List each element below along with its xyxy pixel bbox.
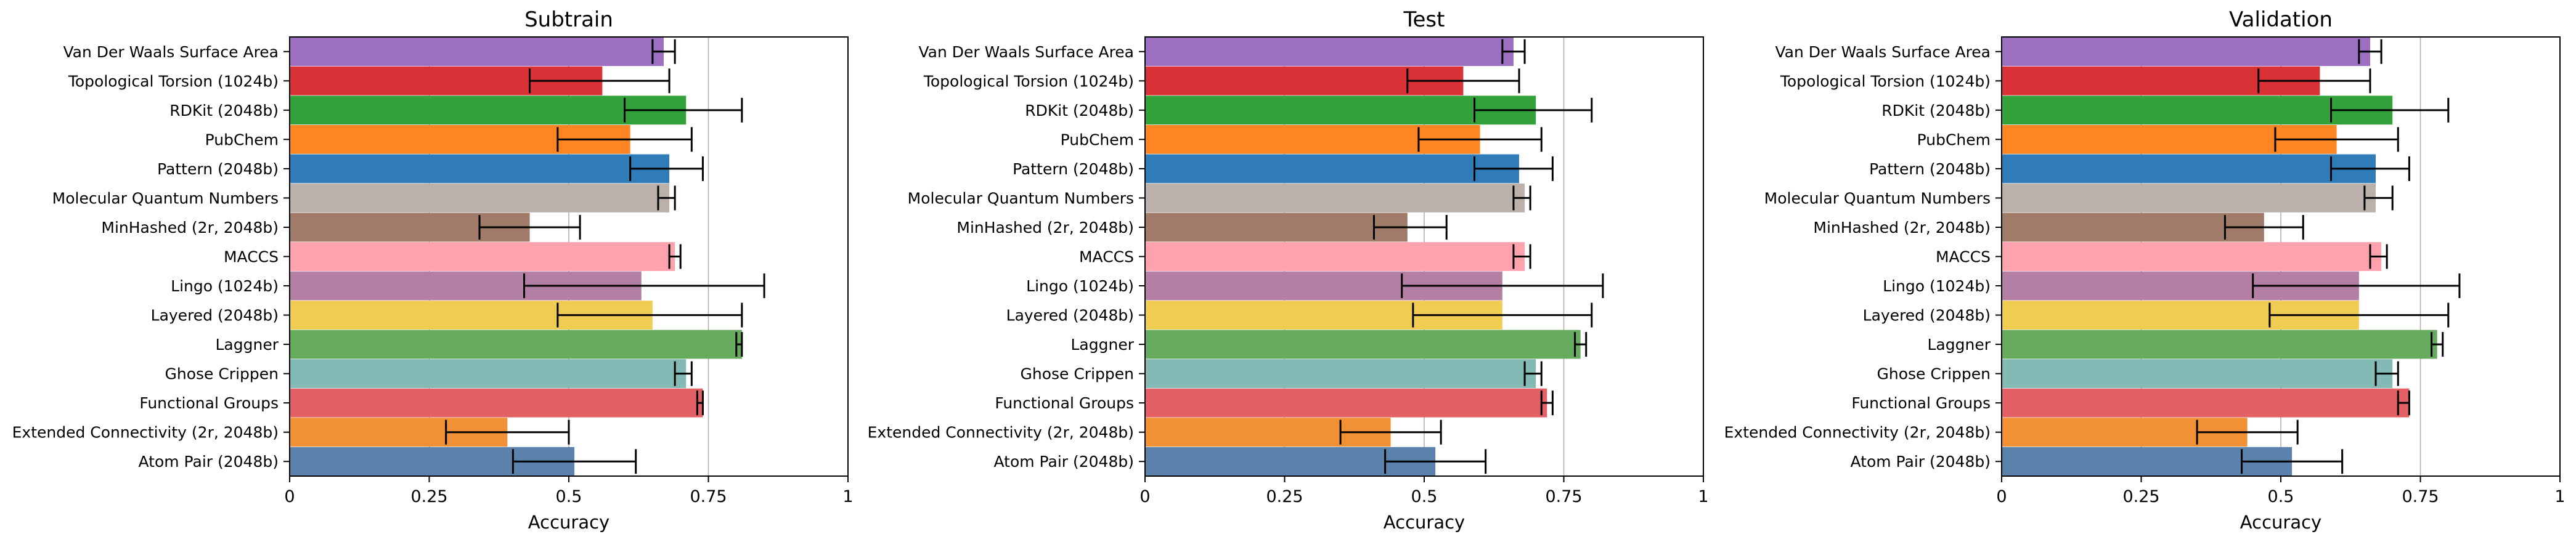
y-tick-label: Laggner — [216, 336, 279, 354]
bar — [290, 388, 703, 418]
x-tick-label: 0.75 — [690, 487, 727, 506]
bar — [1145, 388, 1547, 418]
y-tick-label: Layered (2048b) — [1006, 307, 1134, 325]
y-tick-label: Extended Connectivity (2r, 2048b) — [12, 424, 279, 442]
bar — [2002, 212, 2264, 242]
bar — [1145, 242, 1525, 271]
bar — [1145, 212, 1408, 242]
y-tick-label: Functional Groups — [139, 394, 279, 412]
bar — [2002, 95, 2393, 125]
y-tick-label: RDKit (2048b) — [169, 102, 279, 119]
bar — [2002, 184, 2376, 212]
y-tick-label: PubChem — [1917, 131, 1991, 148]
y-tick-label: Functional Groups — [1851, 394, 1991, 412]
bar — [2002, 388, 2410, 418]
bar — [1145, 184, 1525, 212]
x-tick-label: 0 — [1139, 487, 1150, 506]
bar — [1145, 330, 1581, 359]
bar — [2002, 37, 2370, 67]
y-tick-label: Lingo (1024b) — [1026, 277, 1134, 295]
y-tick-label: Topological Torsion (1024b) — [923, 72, 1134, 90]
y-tick-label: Topological Torsion (1024b) — [68, 72, 279, 90]
bar — [290, 184, 670, 212]
bar — [1145, 154, 1520, 184]
x-tick-label: 0.5 — [556, 487, 582, 506]
x-tick-label: 0.75 — [1545, 487, 1582, 506]
y-tick-label: RDKit (2048b) — [1025, 102, 1134, 119]
y-tick-label: Lingo (1024b) — [171, 277, 279, 295]
y-tick-label: Laggner — [1928, 336, 1991, 354]
chart-panel-subtrain: Van Der Waals Surface Area Topological To… — [12, 7, 854, 533]
y-tick-label: Laggner — [1071, 336, 1135, 354]
x-tick-label: 0.5 — [1411, 487, 1438, 506]
y-tick-label: Atom Pair (2048b) — [1850, 453, 1991, 471]
bar — [1145, 359, 1536, 389]
y-tick-label: Molecular Quantum Numbers — [908, 189, 1134, 207]
x-axis-label: Accuracy — [528, 512, 609, 533]
chart-title: Validation — [2229, 7, 2333, 32]
x-tick-label: 1 — [1698, 487, 1708, 506]
y-tick-label: Van Der Waals Surface Area — [1775, 43, 1991, 61]
chart-panel-validation: Van Der Waals Surface Area Topological To… — [1724, 7, 2566, 533]
bar — [290, 37, 664, 67]
y-tick-label: Van Der Waals Surface Area — [918, 43, 1134, 61]
y-tick-label: Ghose Crippen — [165, 365, 279, 383]
y-tick-label: Molecular Quantum Numbers — [1764, 189, 1991, 207]
x-tick-label: 0.75 — [2402, 487, 2439, 506]
y-tick-label: Pattern (2048b) — [1869, 160, 1991, 178]
y-tick-label: Ghose Crippen — [1877, 365, 1991, 383]
y-tick-label: MACCS — [1079, 248, 1134, 266]
x-tick-label: 1 — [842, 487, 853, 506]
y-tick-label: Atom Pair (2048b) — [138, 453, 279, 471]
x-axis-label: Accuracy — [2240, 512, 2321, 533]
x-tick-label: 0 — [1996, 487, 2007, 506]
y-tick-label: RDKit (2048b) — [1881, 102, 1991, 119]
y-tick-label: MinHashed (2r, 2048b) — [101, 219, 279, 237]
x-tick-label: 0.25 — [2122, 487, 2159, 506]
bar — [290, 359, 687, 389]
bar — [290, 242, 675, 271]
y-tick-label: PubChem — [205, 131, 279, 148]
y-tick-label: MACCS — [1936, 248, 1991, 266]
y-tick-label: MinHashed (2r, 2048b) — [956, 219, 1134, 237]
y-tick-label: MACCS — [224, 248, 279, 266]
y-tick-label: MinHashed (2r, 2048b) — [1813, 219, 1991, 237]
x-tick-label: 0.25 — [410, 487, 447, 506]
chart-title: Test — [1403, 7, 1445, 32]
bar — [1145, 37, 1514, 67]
x-tick-label: 0 — [284, 487, 295, 506]
y-tick-label: Van Der Waals Surface Area — [63, 43, 279, 61]
bar — [290, 330, 742, 359]
bar — [290, 154, 670, 184]
bar — [290, 95, 687, 125]
y-tick-label: Extended Connectivity (2r, 2048b) — [868, 424, 1134, 442]
x-tick-label: 0.5 — [2268, 487, 2294, 506]
bar — [2002, 359, 2393, 389]
y-tick-label: Lingo (1024b) — [1883, 277, 1991, 295]
y-tick-label: Layered (2048b) — [151, 307, 279, 325]
x-tick-label: 0.25 — [1266, 487, 1303, 506]
bar — [1145, 95, 1536, 125]
y-tick-label: Layered (2048b) — [1863, 307, 1991, 325]
y-tick-label: Extended Connectivity (2r, 2048b) — [1724, 424, 1991, 442]
chart-panel-test: Van Der Waals Surface Area Topological To… — [868, 7, 1709, 533]
y-tick-label: Atom Pair (2048b) — [993, 453, 1134, 471]
bar — [2002, 154, 2376, 184]
bar — [2002, 330, 2437, 359]
y-tick-label: Pattern (2048b) — [1013, 160, 1134, 178]
bar — [2002, 242, 2382, 271]
y-tick-label: Ghose Crippen — [1020, 365, 1134, 383]
y-tick-label: Molecular Quantum Numbers — [52, 189, 279, 207]
y-tick-label: Pattern (2048b) — [157, 160, 279, 178]
y-tick-label: PubChem — [1061, 131, 1134, 148]
x-axis-label: Accuracy — [1384, 512, 1465, 533]
y-tick-label: Topological Torsion (1024b) — [1780, 72, 1991, 90]
x-tick-label: 1 — [2554, 487, 2565, 506]
y-tick-label: Functional Groups — [995, 394, 1134, 412]
chart-title: Subtrain — [524, 7, 613, 32]
